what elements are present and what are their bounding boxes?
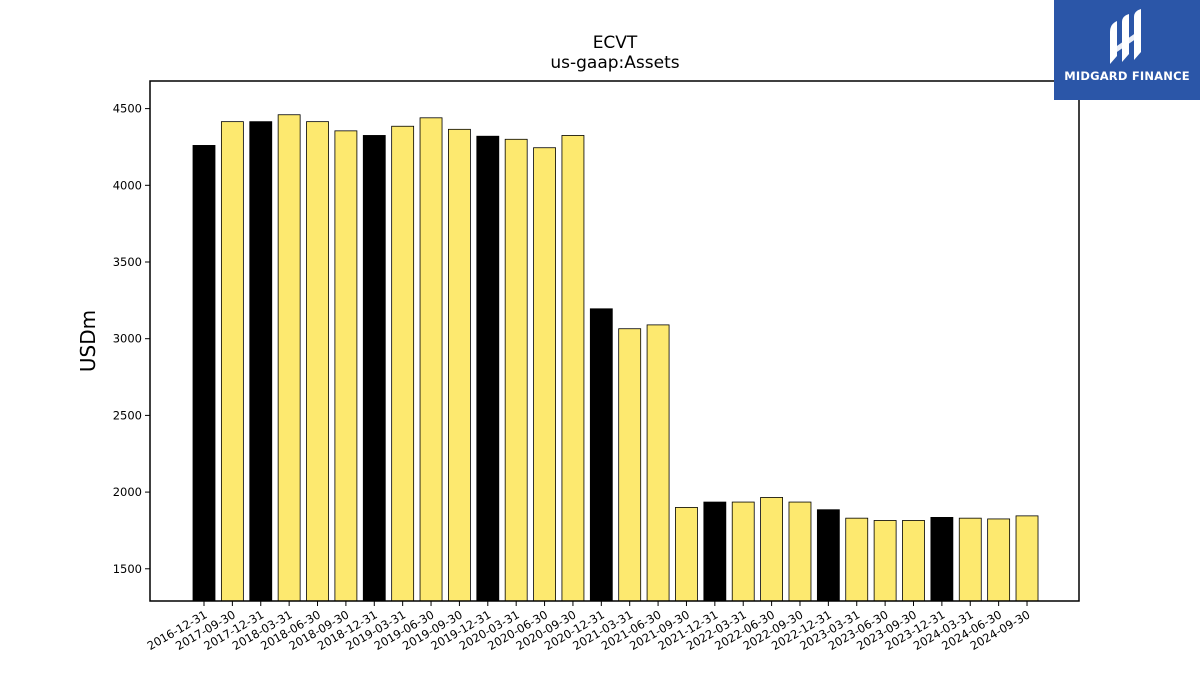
y-tick-label: 3000 bbox=[113, 332, 142, 346]
bar-2020-12-31 bbox=[589, 308, 613, 602]
y-axis-label: USDm bbox=[76, 310, 100, 372]
bar-2024-06-30 bbox=[987, 518, 1011, 602]
bar-2019-12-31 bbox=[476, 135, 500, 602]
y-tick-label: 3500 bbox=[113, 255, 142, 269]
x-axis: 2016-12-312017-09-302017-12-312018-03-31… bbox=[145, 601, 1033, 653]
bar-2021-12-31 bbox=[703, 501, 727, 602]
y-tick-label: 2500 bbox=[113, 408, 142, 422]
bar-2017-09-30 bbox=[220, 121, 244, 602]
bar-2024-03-31 bbox=[958, 517, 982, 602]
bar-2016-12-31 bbox=[192, 145, 216, 602]
bar-2021-06-30 bbox=[646, 324, 670, 602]
bar-2024-09-30 bbox=[1015, 515, 1039, 602]
bar-2018-03-31 bbox=[277, 114, 301, 602]
bar-2018-06-30 bbox=[306, 121, 329, 602]
bar-2022-12-31 bbox=[816, 509, 840, 602]
y-tick-label: 4500 bbox=[113, 102, 142, 116]
bar-2018-09-30 bbox=[334, 130, 358, 602]
bar-2019-09-30 bbox=[448, 128, 471, 602]
plot-frame bbox=[149, 80, 1080, 602]
logo-text: MIDGARD FINANCE bbox=[1064, 69, 1190, 83]
midgard-finance-logo: MIDGARD FINANCE bbox=[1054, 0, 1200, 100]
bars-group bbox=[192, 114, 1039, 602]
bar-2023-12-31 bbox=[930, 517, 954, 602]
y-tick-label: 4000 bbox=[113, 178, 142, 192]
bar-2022-03-31 bbox=[731, 501, 755, 602]
chart-title: ECVT bbox=[593, 33, 638, 53]
bar-2020-06-30 bbox=[533, 147, 556, 602]
bar-2023-06-30 bbox=[873, 520, 897, 602]
bar-2023-03-31 bbox=[845, 517, 869, 602]
y-tick-label: 2000 bbox=[113, 485, 142, 499]
bar-2022-09-30 bbox=[788, 501, 812, 602]
y-tick-label: 1500 bbox=[113, 562, 142, 576]
bar-2023-09-30 bbox=[902, 520, 925, 602]
bar-2018-12-31 bbox=[362, 135, 386, 602]
chart-subtitle: us-gaap:Assets bbox=[550, 53, 679, 73]
bar-2021-03-31 bbox=[618, 328, 642, 602]
bar-2017-12-31 bbox=[249, 121, 273, 602]
bar-2019-03-31 bbox=[391, 125, 415, 602]
bar-2020-09-30 bbox=[561, 135, 585, 602]
y-axis: 1500 2000 2500 3000 3500 4000 4500 bbox=[113, 102, 150, 576]
bar-2021-09-30 bbox=[675, 507, 698, 602]
midgard-logo-icon bbox=[1110, 9, 1141, 64]
bar-2020-03-31 bbox=[504, 138, 528, 602]
bar-2019-06-30 bbox=[419, 117, 443, 602]
bar-2022-06-30 bbox=[760, 497, 783, 602]
